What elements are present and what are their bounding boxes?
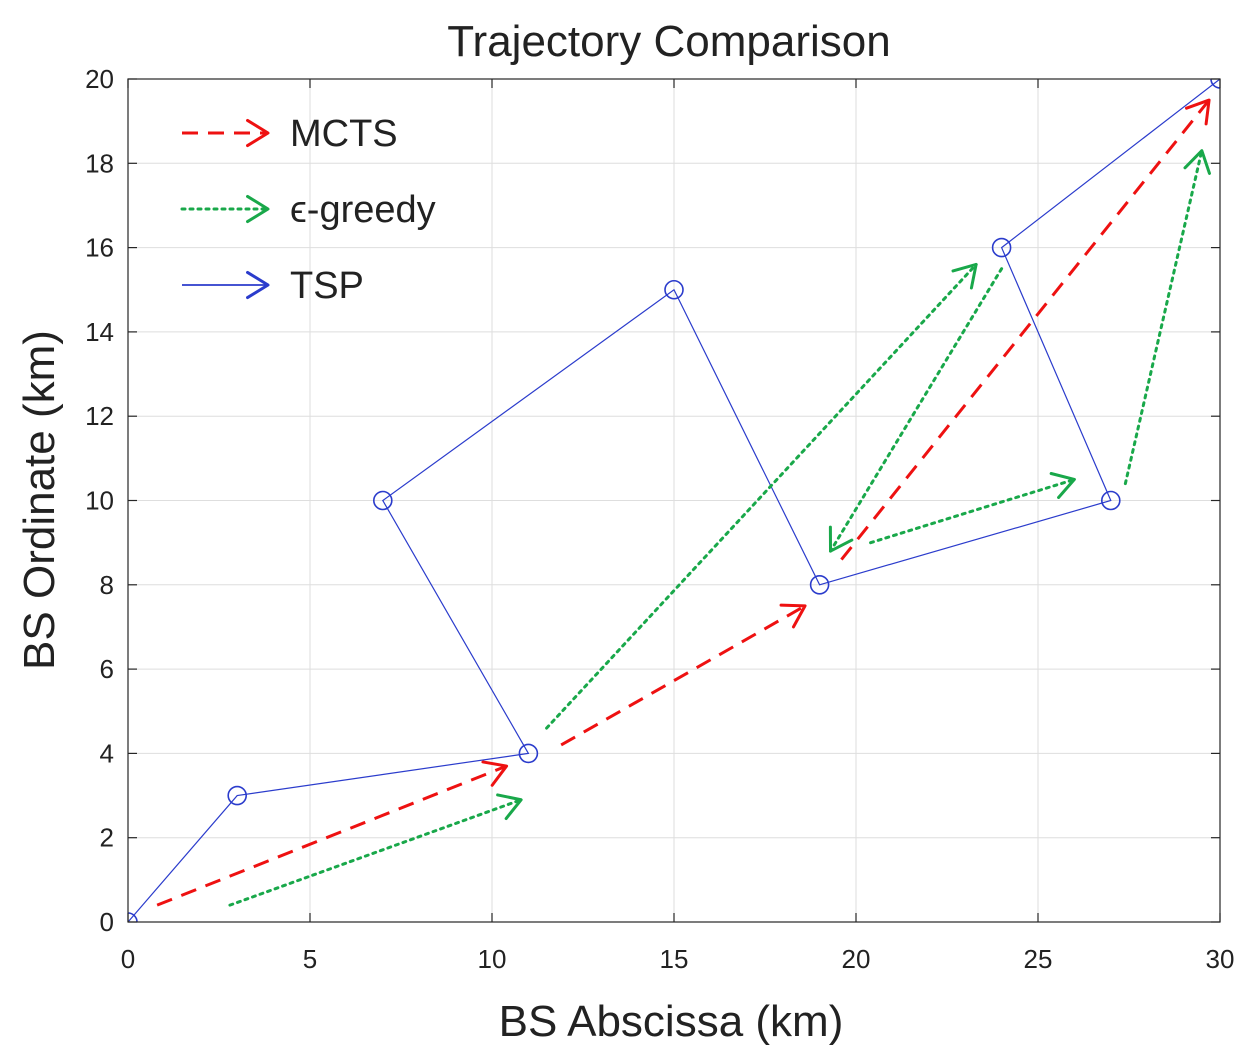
legend-label-egreedy: ϵ-greedy [290,189,436,231]
arrow-egreedy [829,267,1004,553]
y-tick-label: 0 [100,907,114,937]
data-point-tsp [991,237,1012,258]
x-tick-label: 0 [121,944,135,974]
series-layer [128,79,1220,922]
legend-arrow-head-mcts [246,118,270,148]
y-tick-label: 10 [85,486,114,516]
x-tick-label: 15 [660,944,689,974]
y-tick-label: 8 [100,570,114,600]
arrow-mcts [560,604,806,747]
data-point-tsp [664,279,684,300]
arrow-egreedy [545,262,978,730]
data-point-tsp [518,743,539,764]
y-tick-label: 14 [85,317,114,347]
arrow-head-egreedy [1049,472,1076,499]
data-point-tsp [1101,490,1121,511]
data-point-tsp [809,574,830,595]
arrow-mcts [840,99,1211,561]
x-tick-label: 5 [303,944,317,974]
y-tick-label: 4 [100,738,114,768]
y-tick-label: 18 [85,148,114,178]
legend-item-tsp: TSP [182,265,364,307]
arrow-head-egreedy [1183,149,1211,175]
arrow-head-egreedy [496,793,523,821]
chart-title: Trajectory Comparison [447,17,890,66]
legend-item-egreedy: ϵ-greedy [180,189,436,231]
x-tick-label: 30 [1206,944,1235,974]
legend-arrow-head-egreedy [246,194,270,224]
x-tick-label: 10 [478,944,507,974]
x-axis-label: BS Abscissa (km) [499,997,844,1046]
series-tsp [128,79,1220,922]
arrow-head-egreedy [828,525,854,553]
arrow-egreedy [869,477,1076,545]
y-tick-label: 20 [85,64,114,94]
x-tick-label: 25 [1024,944,1053,974]
legend-label-tsp: TSP [290,265,364,307]
arrow-egreedy [1123,149,1204,486]
series-egreedy [228,149,1211,907]
legend: MCTS ϵ-greedy TSP [180,113,436,307]
x-tick-label: 20 [842,944,871,974]
arrow-head-mcts [1185,98,1211,126]
series-mcts [156,98,1211,907]
arrow-head-mcts [481,760,509,787]
legend-arrow-head-tsp [246,270,270,300]
arrow-head-egreedy [951,262,978,290]
y-tick-label: 12 [85,401,114,431]
arrow-mcts [156,764,508,907]
arrow-head-mcts [779,603,807,629]
series-line-tsp [128,79,1220,922]
legend-label-mcts: MCTS [290,113,398,155]
y-tick-label: 16 [85,233,114,263]
ticks: 0 5 10 15 20 25 30 0 2 4 6 8 10 12 14 16 18 20 [85,64,1234,974]
y-tick-label: 2 [100,823,114,853]
arrow-egreedy [228,798,523,907]
data-point-tsp [372,490,393,511]
legend-item-mcts: MCTS [182,113,398,155]
y-tick-label: 6 [100,654,114,684]
y-axis-label: BS Ordinate (km) [15,330,64,670]
data-point-tsp [227,785,247,806]
